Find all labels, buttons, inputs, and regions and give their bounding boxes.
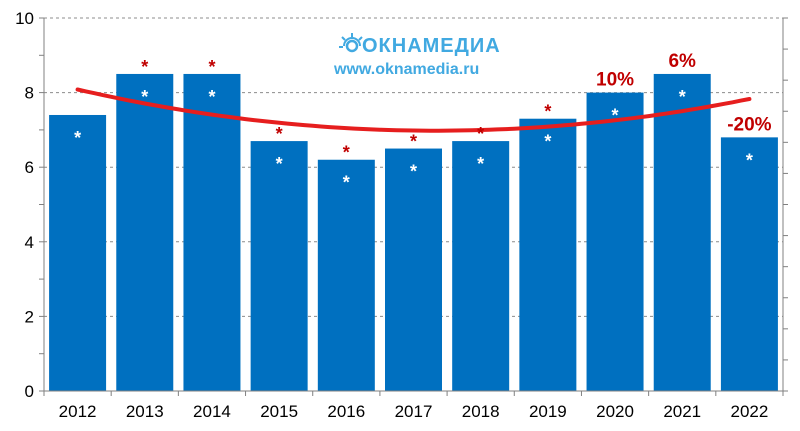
- bar-red-asterisk: *: [477, 124, 484, 144]
- bar-asterisk: *: [612, 106, 619, 126]
- y-tick-label: 10: [15, 9, 34, 28]
- y-tick-label: 8: [25, 84, 34, 103]
- x-tick-label: 2017: [395, 402, 433, 421]
- bar: [720, 137, 778, 391]
- bar: [183, 73, 241, 391]
- bar-asterisk: *: [679, 87, 686, 107]
- y-tick-label: 2: [25, 307, 34, 326]
- bar-asterisk: *: [141, 87, 148, 107]
- x-tick-label: 2015: [260, 402, 298, 421]
- trend-curve: [75, 87, 752, 133]
- bar: [653, 73, 711, 391]
- bar: [452, 141, 510, 391]
- watermark-url: www.oknamedia.ru: [333, 61, 479, 78]
- bar-asterisk: *: [746, 150, 753, 170]
- bar-markers: * * * * * * * * * * * * * * * * 10% * 6% * -20%: [74, 51, 772, 193]
- sun-logo-icon: [339, 33, 363, 53]
- bar-red-asterisk: *: [141, 57, 148, 77]
- axes: [39, 17, 788, 396]
- bar: [385, 148, 442, 391]
- bar-annotation: 6%: [668, 51, 696, 72]
- bar-red-asterisk: *: [276, 124, 283, 144]
- bar-red-asterisk: *: [544, 102, 551, 122]
- x-tick-label: 2019: [529, 402, 567, 421]
- bar-red-asterisk: *: [410, 132, 417, 152]
- watermark: ОКНАМЕДИА www.oknamedia.ru: [333, 33, 501, 78]
- x-tick-label: 2012: [59, 402, 97, 421]
- bar: [250, 141, 308, 391]
- bar-annotation: -20%: [727, 114, 771, 135]
- bar: [586, 92, 644, 391]
- y-tick-label: 0: [25, 382, 34, 401]
- x-tick-label: 2016: [327, 402, 365, 421]
- x-axis-labels: 2012 2013 2014 2015 2016 2017 2018 2019 2020 2021…: [59, 402, 769, 421]
- x-tick-label: 2021: [663, 402, 701, 421]
- bar-red-asterisk: *: [343, 143, 350, 163]
- bars: [49, 73, 778, 392]
- bar-annotation: 10%: [596, 70, 634, 91]
- x-tick-label: 2020: [596, 402, 634, 421]
- trend-line: [75, 87, 752, 133]
- bar: [49, 114, 107, 391]
- bar-asterisk: *: [208, 87, 215, 107]
- watermark-brand: ОКНАМЕДИА: [362, 35, 501, 57]
- bar-red-asterisk: *: [208, 57, 215, 77]
- y-tick-label: 4: [25, 233, 34, 252]
- bar-asterisk: *: [74, 128, 81, 148]
- bar-asterisk: *: [544, 132, 551, 152]
- y-tick-label: 6: [25, 158, 34, 177]
- bar-asterisk: *: [276, 154, 283, 174]
- x-tick-label: 2013: [126, 402, 164, 421]
- bar: [519, 118, 577, 392]
- bar-asterisk: *: [410, 162, 417, 182]
- x-tick-label: 2022: [730, 402, 768, 421]
- bar-asterisk: *: [477, 154, 484, 174]
- y-axis-labels: 0 2 4 6 8 10: [15, 9, 34, 401]
- x-tick-label: 2014: [193, 402, 231, 421]
- bar-asterisk: *: [343, 173, 350, 193]
- bar: [317, 159, 375, 391]
- bar: [116, 73, 174, 391]
- x-tick-label: 2018: [462, 402, 500, 421]
